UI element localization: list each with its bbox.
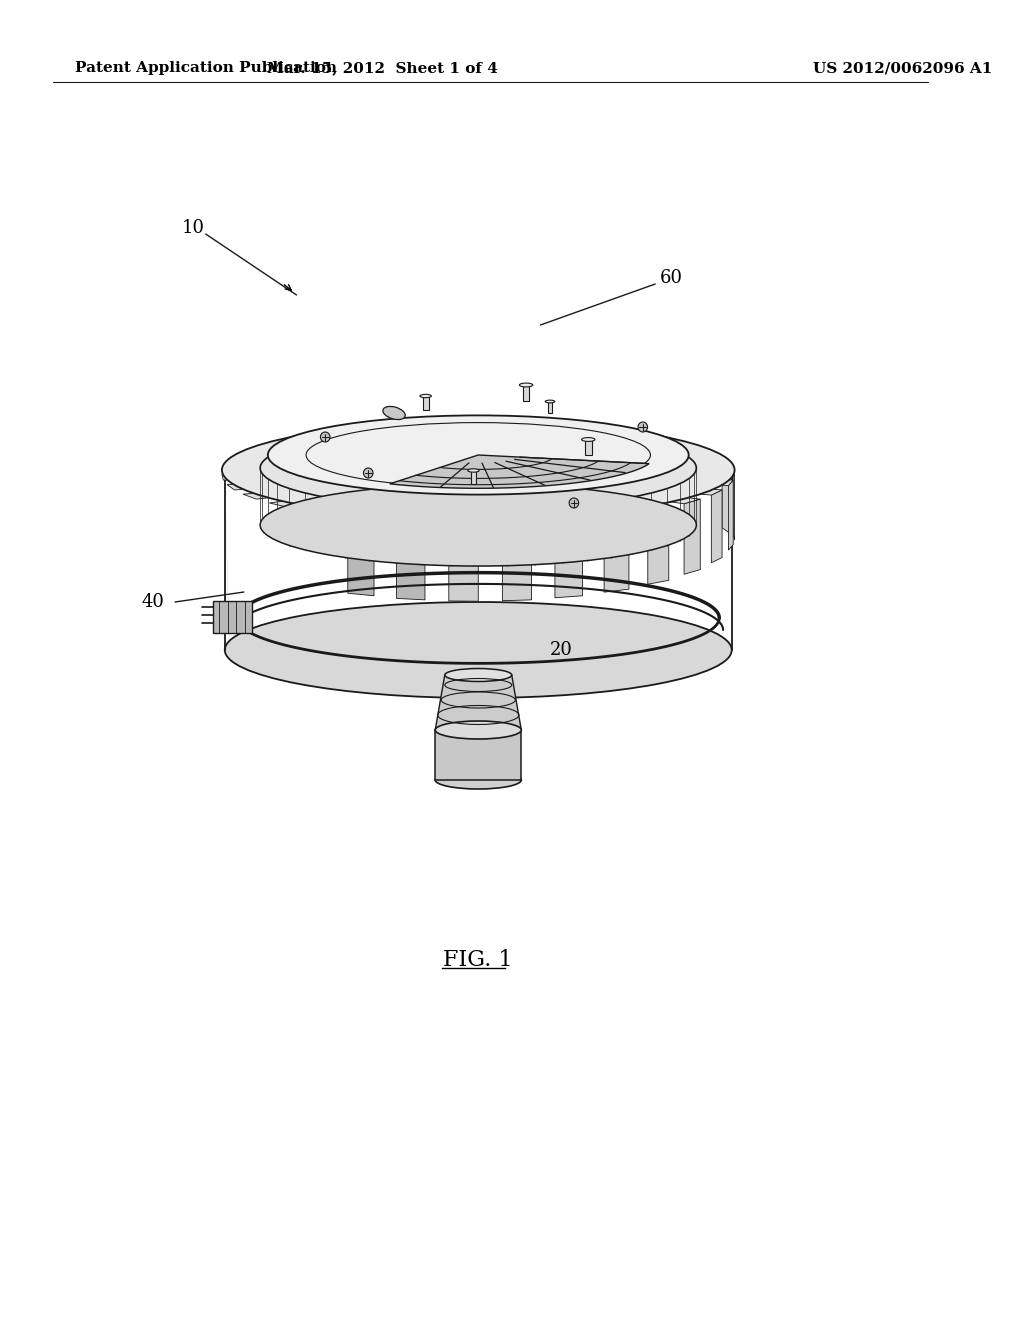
Polygon shape (223, 465, 247, 470)
Ellipse shape (444, 668, 512, 681)
Polygon shape (396, 520, 425, 599)
Circle shape (569, 498, 579, 508)
Polygon shape (714, 470, 734, 475)
Text: Patent Application Publication: Patent Application Publication (75, 61, 337, 75)
Polygon shape (348, 513, 382, 519)
Polygon shape (694, 488, 722, 495)
Ellipse shape (260, 484, 696, 566)
Polygon shape (501, 519, 531, 523)
Polygon shape (227, 484, 253, 490)
Polygon shape (225, 470, 229, 660)
Polygon shape (213, 601, 252, 634)
Polygon shape (222, 474, 243, 480)
Polygon shape (585, 440, 592, 454)
Polygon shape (549, 516, 583, 521)
Polygon shape (305, 508, 339, 513)
Circle shape (321, 432, 330, 442)
Polygon shape (722, 461, 729, 533)
Polygon shape (390, 455, 649, 488)
Ellipse shape (268, 416, 689, 495)
Ellipse shape (260, 426, 696, 510)
Text: 60: 60 (660, 269, 683, 286)
Ellipse shape (225, 602, 732, 698)
Polygon shape (635, 504, 669, 511)
Polygon shape (269, 500, 302, 507)
Polygon shape (348, 516, 374, 595)
Polygon shape (728, 480, 733, 550)
Polygon shape (435, 675, 521, 730)
Polygon shape (703, 461, 729, 466)
Polygon shape (449, 519, 478, 523)
Polygon shape (555, 519, 583, 598)
Polygon shape (595, 511, 629, 517)
Ellipse shape (435, 771, 521, 789)
Polygon shape (548, 401, 552, 412)
Polygon shape (648, 507, 669, 585)
Polygon shape (710, 479, 733, 486)
Polygon shape (669, 498, 700, 504)
Polygon shape (733, 470, 734, 540)
Polygon shape (684, 499, 700, 574)
Polygon shape (503, 523, 531, 601)
Polygon shape (449, 523, 478, 601)
Polygon shape (712, 490, 722, 562)
Text: FIG. 1: FIG. 1 (443, 949, 513, 972)
Polygon shape (396, 517, 429, 523)
Polygon shape (471, 470, 476, 483)
Ellipse shape (383, 407, 406, 420)
Ellipse shape (222, 422, 734, 519)
Circle shape (638, 422, 647, 432)
Polygon shape (522, 385, 529, 401)
Polygon shape (243, 492, 272, 499)
Ellipse shape (420, 395, 431, 397)
Polygon shape (604, 513, 629, 593)
Text: Mar. 15, 2012  Sheet 1 of 4: Mar. 15, 2012 Sheet 1 of 4 (267, 61, 498, 75)
Polygon shape (423, 396, 428, 411)
Ellipse shape (435, 721, 521, 739)
Text: 20: 20 (550, 642, 572, 659)
Text: US 2012/0062096 A1: US 2012/0062096 A1 (813, 61, 992, 75)
Polygon shape (435, 730, 521, 780)
Ellipse shape (519, 383, 532, 387)
Ellipse shape (468, 469, 479, 473)
Circle shape (364, 469, 373, 478)
Ellipse shape (582, 437, 595, 441)
Text: 40: 40 (141, 593, 165, 611)
Text: 10: 10 (181, 219, 205, 238)
Ellipse shape (545, 400, 555, 403)
